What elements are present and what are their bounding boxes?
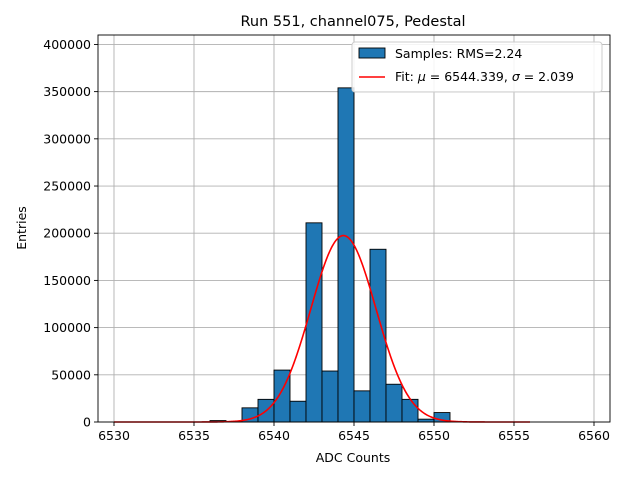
- histogram-bar: [321, 370, 339, 423]
- histogram-bar: [353, 390, 371, 423]
- x-tick-label: 6545: [338, 428, 370, 443]
- x-tick-label: 6550: [418, 428, 450, 443]
- y-tick-label: 150000: [43, 273, 91, 288]
- x-tick-label: 6560: [578, 428, 610, 443]
- x-tick-label: 6530: [98, 428, 130, 443]
- histogram-bar: [305, 222, 323, 423]
- y-axis-ticks: 0 50000 100000 150000 200000 250000 300000 3500…: [43, 37, 98, 430]
- legend-label-samples: Samples: RMS=2.24: [395, 46, 522, 61]
- y-axis-label: Entries: [14, 206, 29, 250]
- chart-title: Run 551, channel075, Pedestal: [240, 14, 465, 30]
- legend: Samples: RMS=2.24 Fit: μ = 6544.339, σ =…: [351, 41, 603, 93]
- y-tick-label: 400000: [43, 37, 91, 52]
- y-tick-label: 200000: [43, 226, 91, 241]
- legend-label-fit: Fit: μ = 6544.339, σ = 2.039: [395, 69, 574, 84]
- y-tick-label: 0: [83, 415, 91, 430]
- legend-swatch-samples: [358, 47, 386, 59]
- x-axis-label: ADC Counts: [316, 450, 391, 465]
- y-tick-label: 50000: [51, 367, 91, 382]
- y-tick-label: 300000: [43, 131, 91, 146]
- x-tick-label: 6540: [258, 428, 290, 443]
- x-tick-label: 6555: [498, 428, 530, 443]
- histogram-bar: [289, 400, 307, 423]
- y-tick-label: 350000: [43, 84, 91, 99]
- x-axis-ticks: 6530 6535 6540 6545 6550 6555 6560: [98, 422, 610, 443]
- y-tick-label: 250000: [43, 179, 91, 194]
- y-tick-label: 100000: [43, 320, 91, 335]
- histogram-bar: [337, 87, 355, 423]
- legend-box: [351, 41, 603, 93]
- histogram-bar: [401, 398, 419, 423]
- x-tick-label: 6535: [178, 428, 210, 443]
- histogram-bars: [209, 87, 451, 423]
- histogram-bar: [385, 383, 403, 423]
